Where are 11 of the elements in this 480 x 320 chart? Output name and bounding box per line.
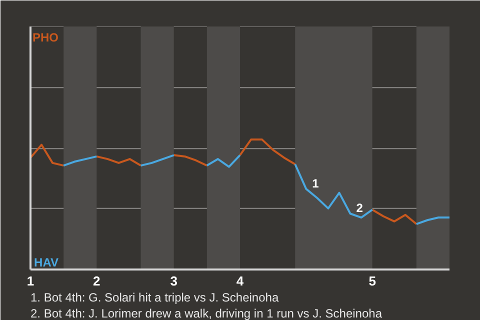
text: 1. Bot 4th: G. Solari hit a triple vs J. Scheinoha	[30, 290, 279, 304]
annotation: 1	[312, 176, 320, 190]
annotation: HAV	[34, 256, 59, 270]
x-tick-label: 3	[170, 274, 178, 288]
x-tick-label: 2	[93, 274, 100, 288]
x-tick-label: 5	[368, 274, 376, 288]
annotation: 2	[356, 201, 364, 216]
text: 2. Bot 4th: J. Lorimer drew a walk, driving in 1 run vs J. Scheinoha	[30, 306, 382, 320]
x-tick-label: 4	[236, 274, 244, 288]
x-tick-label: 1	[26, 274, 34, 288]
text: PHO	[32, 30, 59, 44]
